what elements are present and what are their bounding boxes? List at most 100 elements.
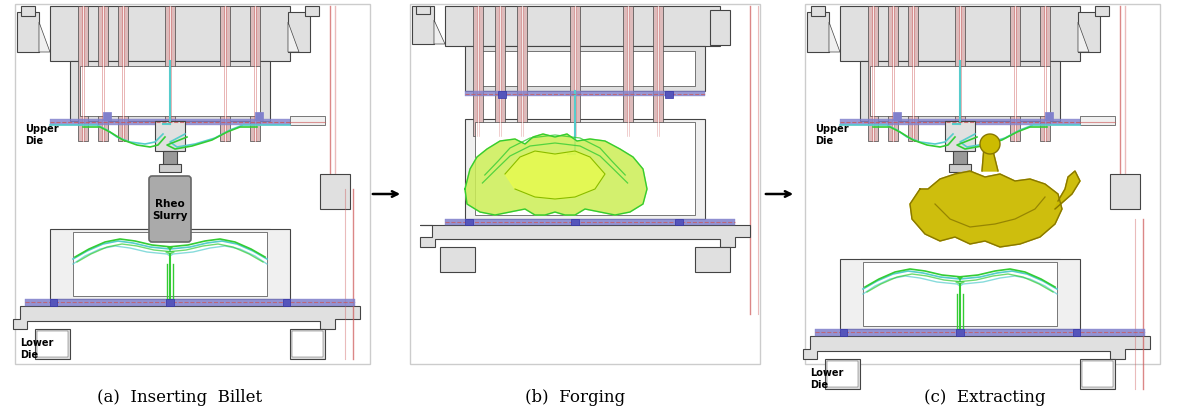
Bar bbox=[37, 331, 68, 357]
Bar bbox=[623, 7, 633, 137]
Bar bbox=[118, 7, 128, 142]
Bar bbox=[475, 123, 695, 216]
Bar bbox=[80, 67, 260, 117]
Bar bbox=[827, 361, 858, 387]
Bar bbox=[283, 299, 290, 306]
Bar bbox=[860, 259, 1060, 329]
Bar bbox=[1040, 7, 1050, 142]
Bar bbox=[1080, 117, 1115, 126]
Bar bbox=[570, 7, 580, 137]
Bar bbox=[815, 329, 1145, 336]
Bar bbox=[290, 117, 325, 126]
Bar bbox=[159, 165, 181, 173]
Bar bbox=[1110, 175, 1140, 209]
Text: Rheo
Slurry: Rheo Slurry bbox=[152, 199, 188, 220]
Bar bbox=[35, 329, 70, 359]
Bar bbox=[888, 7, 898, 142]
Bar bbox=[50, 120, 290, 126]
Polygon shape bbox=[40, 23, 50, 53]
Bar bbox=[152, 180, 188, 240]
Bar bbox=[98, 7, 108, 142]
Bar bbox=[840, 259, 1080, 329]
Bar bbox=[840, 329, 846, 336]
Bar bbox=[840, 120, 1080, 126]
Bar bbox=[675, 219, 683, 225]
Bar bbox=[860, 62, 1060, 122]
Bar bbox=[517, 7, 528, 137]
Text: Lower
Die: Lower Die bbox=[20, 337, 54, 359]
Bar bbox=[465, 120, 705, 219]
Bar bbox=[908, 7, 918, 142]
Bar bbox=[290, 329, 325, 359]
Bar bbox=[811, 7, 825, 17]
Bar bbox=[103, 113, 112, 121]
Polygon shape bbox=[13, 306, 360, 329]
Bar bbox=[70, 230, 270, 299]
Bar bbox=[954, 7, 965, 142]
Bar bbox=[825, 359, 860, 389]
Text: (b)  Forging: (b) Forging bbox=[525, 389, 625, 406]
Circle shape bbox=[980, 135, 1000, 154]
Polygon shape bbox=[803, 336, 1150, 359]
Bar bbox=[495, 7, 505, 137]
Text: Upper
Die: Upper Die bbox=[25, 124, 59, 145]
Bar bbox=[868, 7, 878, 142]
Bar bbox=[165, 7, 175, 142]
Polygon shape bbox=[829, 23, 840, 53]
Polygon shape bbox=[434, 21, 445, 45]
Polygon shape bbox=[420, 225, 751, 247]
Polygon shape bbox=[465, 135, 647, 216]
Bar bbox=[22, 7, 35, 17]
Bar bbox=[945, 122, 975, 152]
Bar bbox=[475, 52, 695, 87]
Polygon shape bbox=[1078, 23, 1089, 53]
Bar bbox=[412, 7, 434, 45]
Bar bbox=[445, 7, 721, 47]
Bar bbox=[840, 7, 1080, 62]
Bar bbox=[73, 233, 267, 296]
Polygon shape bbox=[288, 23, 299, 53]
Bar bbox=[1080, 359, 1115, 389]
Bar bbox=[710, 11, 730, 46]
Bar bbox=[653, 7, 663, 137]
Bar bbox=[1095, 7, 1109, 17]
Bar bbox=[416, 7, 430, 15]
Text: Upper
Die: Upper Die bbox=[815, 124, 849, 145]
Bar bbox=[17, 13, 40, 53]
Polygon shape bbox=[505, 152, 605, 199]
Bar bbox=[25, 299, 355, 306]
Bar bbox=[948, 165, 971, 173]
Bar bbox=[293, 331, 323, 357]
Bar bbox=[571, 219, 579, 225]
Bar bbox=[445, 219, 735, 225]
Bar bbox=[665, 92, 673, 99]
Polygon shape bbox=[910, 171, 1062, 247]
Text: (c)  Extracting: (c) Extracting bbox=[924, 389, 1046, 406]
Bar bbox=[465, 47, 705, 92]
Bar bbox=[163, 152, 177, 166]
Bar bbox=[165, 299, 174, 306]
Bar bbox=[870, 67, 1050, 117]
Bar bbox=[155, 122, 185, 152]
Bar bbox=[807, 13, 829, 53]
Bar bbox=[893, 113, 900, 121]
FancyBboxPatch shape bbox=[149, 177, 191, 242]
Polygon shape bbox=[982, 147, 998, 171]
Bar bbox=[50, 7, 290, 62]
Polygon shape bbox=[1055, 171, 1080, 209]
Text: Lower
Die: Lower Die bbox=[811, 367, 843, 389]
Bar bbox=[1010, 7, 1020, 142]
Bar bbox=[1073, 329, 1080, 336]
Bar bbox=[70, 62, 270, 122]
Bar bbox=[16, 5, 370, 364]
Bar bbox=[50, 230, 290, 299]
Bar bbox=[956, 329, 964, 336]
Bar bbox=[465, 92, 705, 97]
Bar bbox=[410, 5, 760, 364]
Bar bbox=[251, 7, 260, 142]
Bar bbox=[1081, 361, 1113, 387]
Bar bbox=[50, 299, 58, 306]
Bar bbox=[320, 175, 350, 209]
Bar bbox=[78, 7, 88, 142]
Bar bbox=[305, 7, 319, 17]
